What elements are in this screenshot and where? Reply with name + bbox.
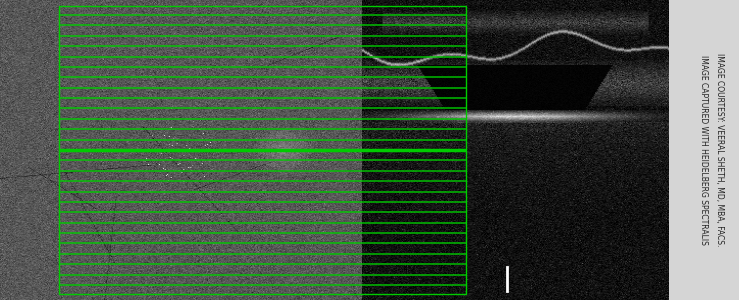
Bar — [362, 0, 669, 300]
Bar — [59, 6, 466, 294]
Bar — [669, 0, 739, 300]
Text: IMAGE CAPTURED WITH HEIDELBERG SPECTRALIS: IMAGE CAPTURED WITH HEIDELBERG SPECTRALI… — [699, 55, 708, 245]
Bar — [0, 0, 362, 300]
Text: IMAGE COURTESY: VEERAL SHETH, MD, MBA, FACS.: IMAGE COURTESY: VEERAL SHETH, MD, MBA, F… — [715, 53, 724, 247]
